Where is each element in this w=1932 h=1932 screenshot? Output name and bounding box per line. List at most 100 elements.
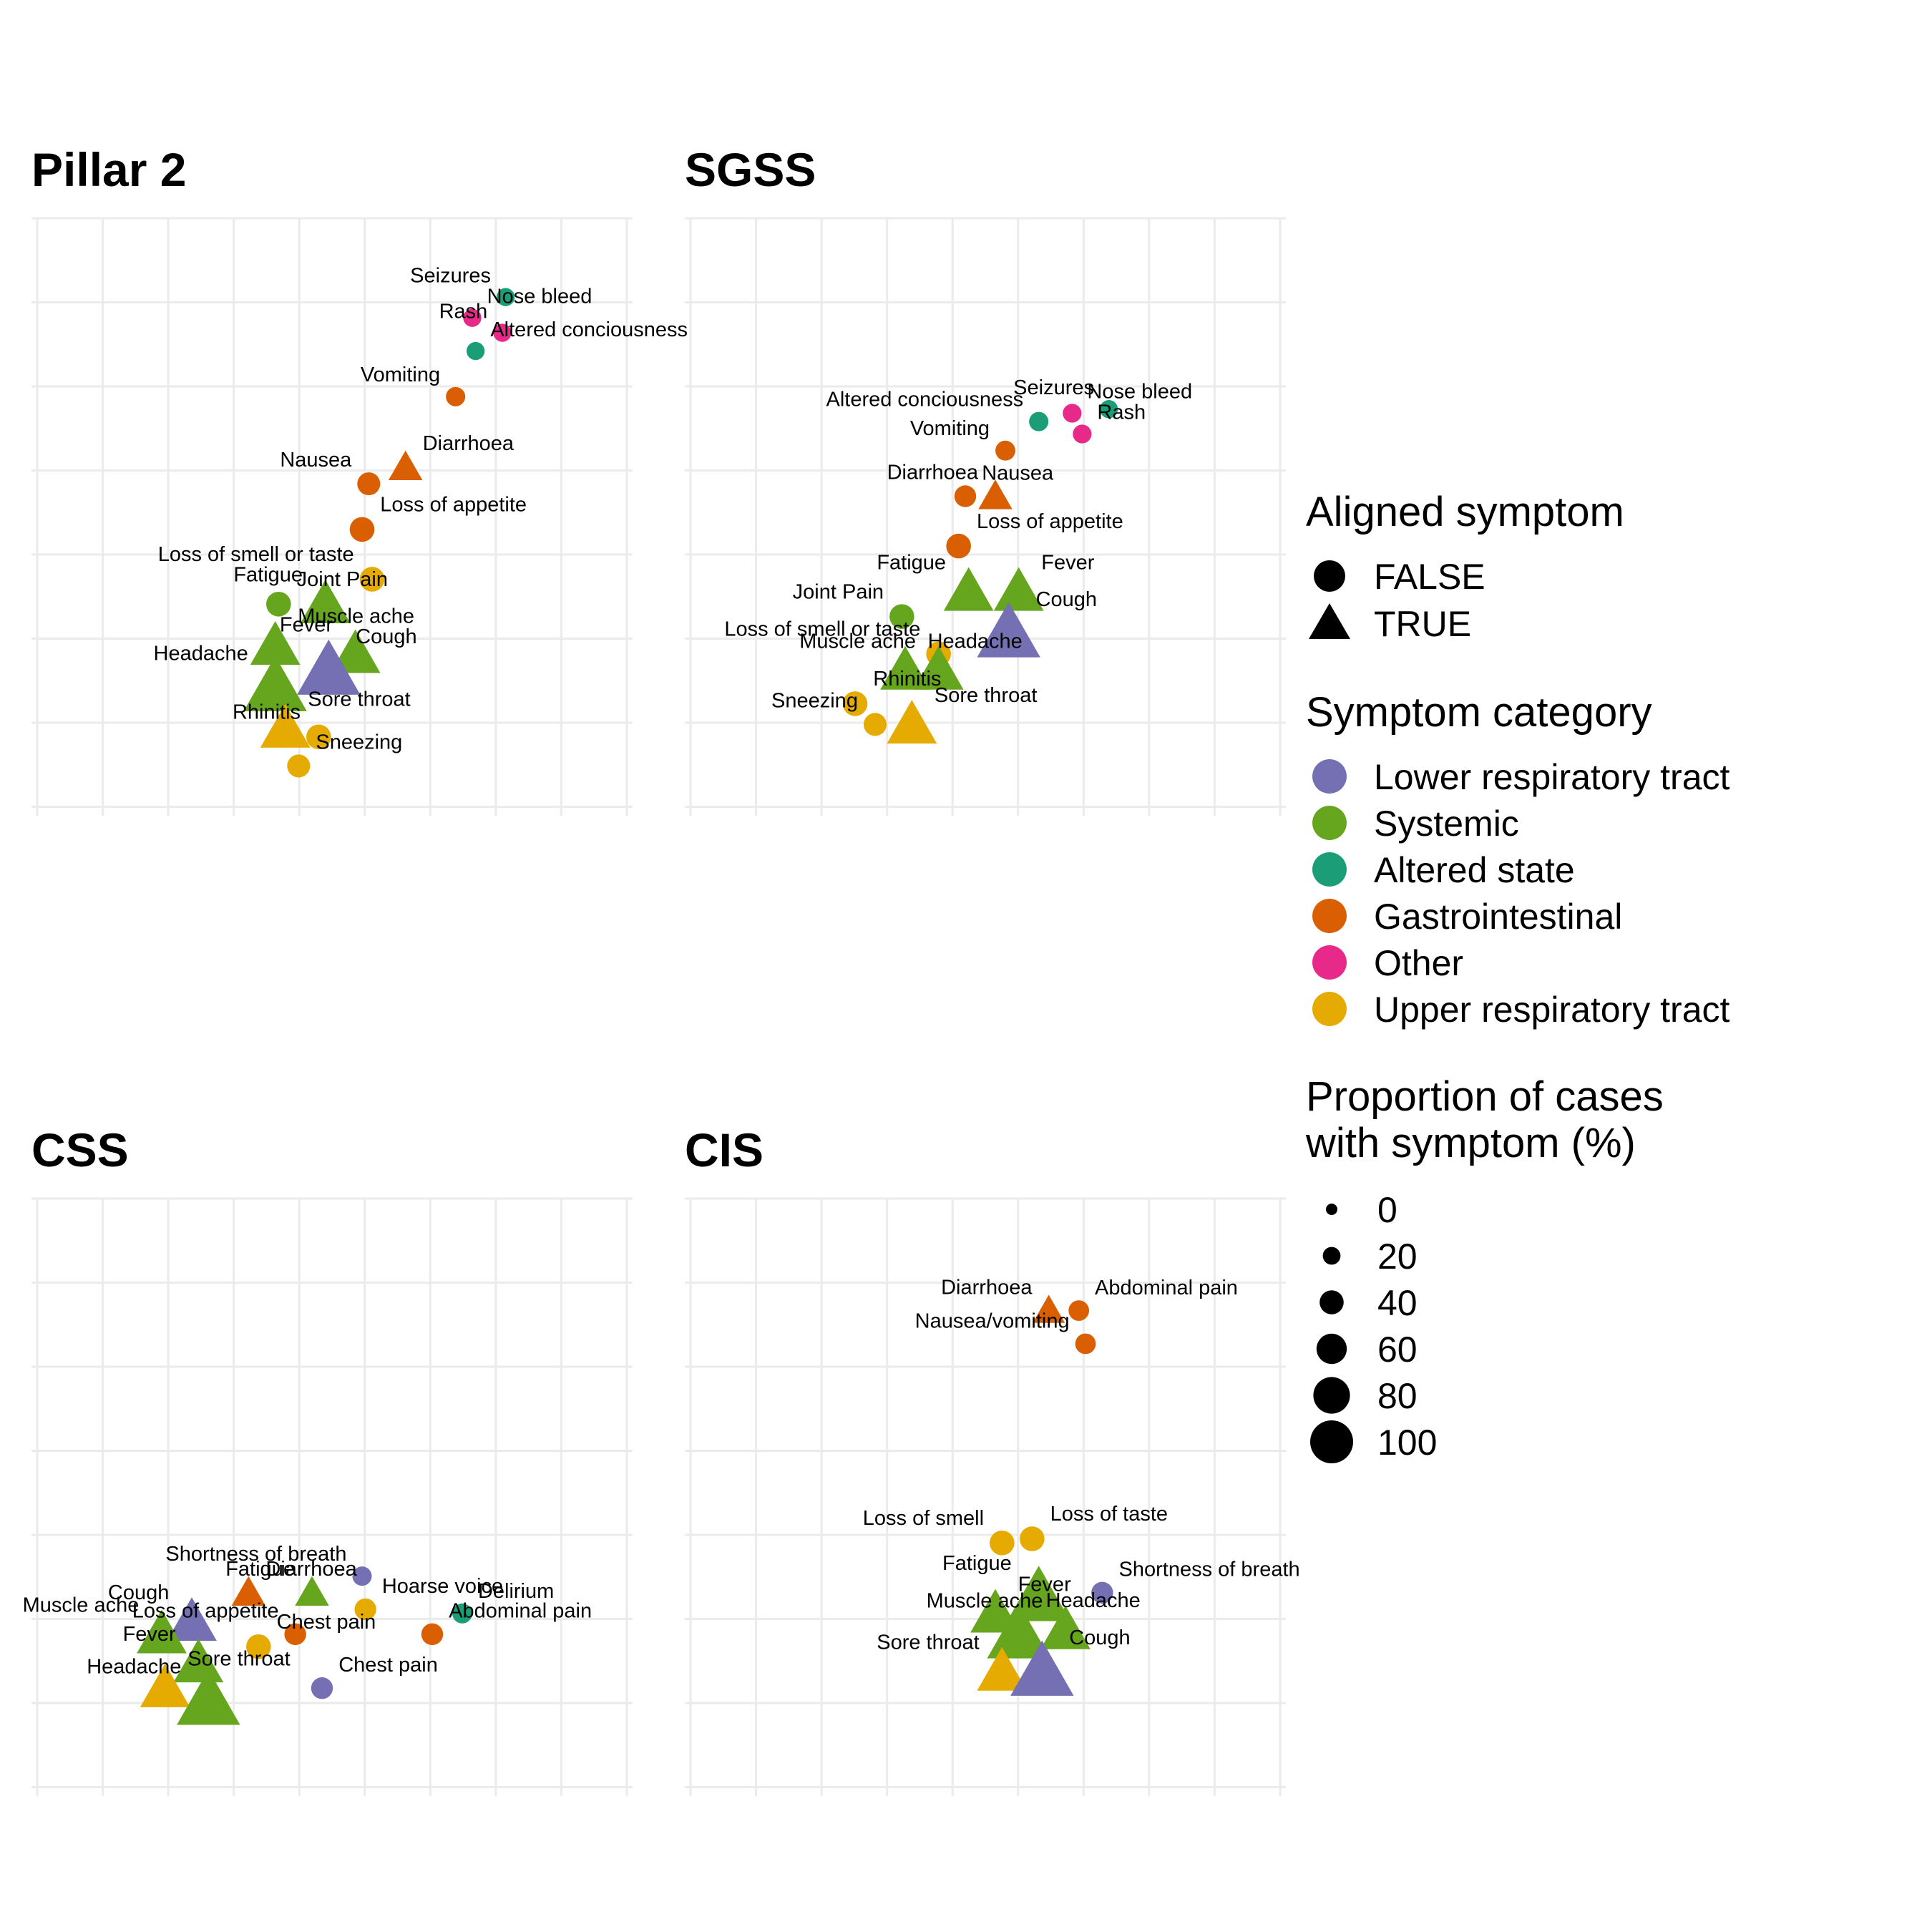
panel-1 xyxy=(685,217,1286,816)
point-triangle xyxy=(137,1609,187,1654)
legend-aligned-label: TRUE xyxy=(1374,604,1471,644)
point-label: Loss of smell or taste xyxy=(158,543,354,566)
point-label: Shortness of breath xyxy=(165,1543,346,1566)
point-label: Fever xyxy=(1041,551,1094,574)
point-label: Nose bleed xyxy=(1087,380,1192,403)
point-label: Diarrhoea xyxy=(423,432,514,455)
point-label: Vomiting xyxy=(910,417,990,440)
legend-category-label: Other xyxy=(1374,943,1463,983)
point-circle xyxy=(349,517,375,542)
legend-size-label: 80 xyxy=(1377,1376,1418,1416)
point-label: Fatigue xyxy=(877,551,946,574)
point-label: Diarrhoea xyxy=(887,461,979,484)
panel-title: CIS xyxy=(685,1123,763,1176)
point-triangle xyxy=(297,639,361,695)
point-circle xyxy=(995,440,1015,461)
point-label: Shortness of breath xyxy=(1119,1558,1300,1581)
point-label: Joint Pain xyxy=(793,580,884,603)
point-circle xyxy=(463,308,482,327)
point-label: Hoarse voice xyxy=(382,1575,503,1598)
point-triangle xyxy=(231,1576,266,1606)
legend-size-swatch xyxy=(1313,1377,1350,1414)
point-triangle xyxy=(177,1669,240,1725)
point-triangle xyxy=(978,479,1013,509)
point-circle xyxy=(946,533,971,559)
point-label: Sore throat xyxy=(308,688,410,711)
point-triangle xyxy=(1010,1640,1074,1696)
point-label: Fatigue xyxy=(233,564,303,587)
point-triangle xyxy=(295,1576,329,1606)
point-label: Seizures xyxy=(1013,376,1094,399)
point-label: Altered conciousness xyxy=(826,389,1023,411)
point-circle xyxy=(287,754,311,778)
point-label: Rash xyxy=(1097,401,1146,424)
point-triangle xyxy=(388,450,423,481)
legend-category-swatch xyxy=(1312,992,1347,1026)
point-circle xyxy=(1063,404,1082,423)
point-circle xyxy=(452,1603,472,1624)
point-triangle xyxy=(173,1639,224,1683)
point-circle xyxy=(954,485,977,507)
legend-size-swatch xyxy=(1310,1420,1353,1463)
point-circle xyxy=(1075,1333,1096,1355)
point-triangle xyxy=(987,1603,1050,1659)
legend-category-swatch xyxy=(1312,945,1347,980)
point-triangle xyxy=(1007,1566,1070,1621)
point-label: Vomiting xyxy=(361,364,440,386)
legend-shape-circle xyxy=(1314,560,1345,592)
point-label: Cough xyxy=(356,625,416,648)
point-label: Muscle ache xyxy=(298,605,414,628)
point-circle xyxy=(466,341,485,361)
point-label: Chest pain xyxy=(338,1654,438,1677)
legend-category-label: Altered state xyxy=(1374,850,1575,890)
point-label: Fever xyxy=(280,613,333,636)
point-label: Altered conciousness xyxy=(490,318,688,341)
point-triangle xyxy=(1033,1294,1065,1323)
point-label: Cough xyxy=(1036,588,1097,611)
legend-size-swatch xyxy=(1319,1290,1344,1314)
point-label: Cough xyxy=(1069,1626,1130,1649)
legend-size-label: 100 xyxy=(1377,1423,1437,1463)
legend-category-label: Lower respiratory tract xyxy=(1374,757,1729,797)
point-label: Abdominal pain xyxy=(1095,1277,1238,1299)
point-label: Rhinitis xyxy=(233,701,301,724)
point-label: Chest pain xyxy=(277,1611,376,1634)
legend-size-title: with symptom (%) xyxy=(1305,1120,1636,1166)
point-triangle xyxy=(970,1589,1020,1633)
point-label: Fatigue xyxy=(942,1552,1012,1575)
point-label: Sore throat xyxy=(935,684,1037,707)
point-triangle xyxy=(993,567,1044,611)
point-triangle xyxy=(913,645,964,690)
legend-size-swatch xyxy=(1326,1204,1337,1215)
point-label: Diarrhoea xyxy=(941,1276,1033,1299)
point-circle xyxy=(446,386,466,406)
legend-size-label: 40 xyxy=(1377,1283,1418,1323)
point-label: Joint Pain xyxy=(297,568,388,591)
point-label: Muscle ache xyxy=(927,1589,1043,1612)
point-label: Muscle ache xyxy=(799,630,916,653)
point-label: Loss of smell xyxy=(863,1507,984,1530)
legend-size-label: 0 xyxy=(1377,1190,1397,1230)
point-circle xyxy=(496,288,515,306)
point-triangle xyxy=(943,567,994,611)
point-label: Sneezing xyxy=(316,731,402,753)
point-circle xyxy=(357,472,381,496)
legend-category-title: Symptom category xyxy=(1306,689,1652,736)
point-circle xyxy=(863,713,887,736)
point-label: Cough xyxy=(108,1581,169,1604)
point-circle xyxy=(990,1530,1015,1556)
point-label: Rash xyxy=(439,300,488,323)
legend-category-label: Gastrointestinal xyxy=(1374,897,1622,937)
point-label: Abdominal pain xyxy=(449,1600,592,1623)
point-triangle xyxy=(140,1664,190,1707)
point-circle xyxy=(493,323,512,342)
point-label: Nausea xyxy=(982,462,1054,484)
point-triangle xyxy=(167,1597,217,1641)
point-label: Rhinitis xyxy=(873,668,941,691)
panel-title: SGSS xyxy=(685,143,816,196)
point-circle xyxy=(306,724,331,750)
legend-category-swatch xyxy=(1312,852,1347,887)
point-circle xyxy=(1020,1526,1045,1551)
point-circle xyxy=(421,1623,444,1646)
point-circle xyxy=(1099,400,1118,419)
